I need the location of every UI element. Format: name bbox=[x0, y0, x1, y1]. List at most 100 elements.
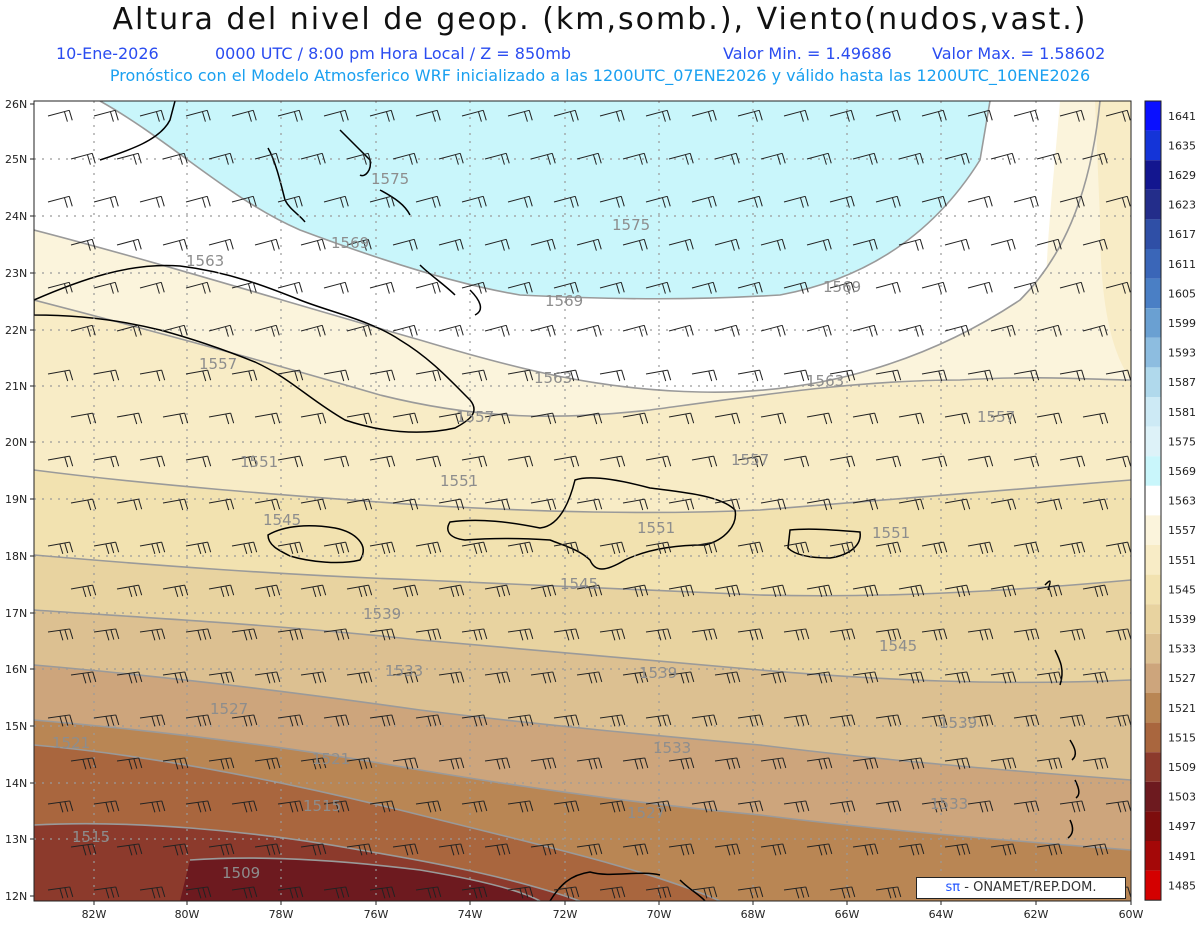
wind-barb bbox=[967, 628, 994, 641]
colorbar: 1641 1635 1629 1623 1617 1611 1605 1599 1593 1587… bbox=[1144, 100, 1196, 901]
colorbar-swatch bbox=[1145, 515, 1161, 545]
contour-label: 1551 bbox=[872, 524, 910, 542]
colorbar-label: 1485 bbox=[1168, 879, 1196, 892]
wind-barb bbox=[829, 281, 855, 294]
wind-barb bbox=[93, 800, 120, 813]
wind-barb bbox=[1036, 584, 1063, 598]
lon-label: 62W bbox=[1024, 908, 1049, 921]
wind-barb bbox=[70, 498, 97, 511]
wind-barb bbox=[645, 714, 672, 727]
wind-barb bbox=[737, 195, 763, 208]
wind-barb bbox=[484, 843, 511, 856]
wind-barb bbox=[783, 195, 809, 208]
wind-barb bbox=[323, 628, 350, 641]
wind-barb bbox=[300, 412, 327, 425]
wind-barb bbox=[806, 843, 833, 856]
wind-barb bbox=[415, 628, 442, 641]
colorbar-swatch bbox=[1145, 752, 1161, 782]
wind-barb bbox=[852, 671, 879, 684]
wind-barb bbox=[254, 757, 281, 770]
wind-barb bbox=[829, 714, 856, 727]
wind-barb bbox=[576, 498, 603, 511]
wind-barb bbox=[760, 757, 787, 770]
wind-barb bbox=[1013, 281, 1039, 294]
wind-barb bbox=[139, 195, 165, 208]
wind-barb bbox=[47, 195, 73, 208]
wind-barb bbox=[737, 369, 764, 382]
wind-barb bbox=[438, 671, 465, 684]
colorbar-swatch bbox=[1145, 545, 1161, 575]
colorbar-label: 1515 bbox=[1168, 731, 1196, 744]
wind-barb bbox=[645, 195, 671, 208]
wind-barb bbox=[944, 152, 970, 165]
wind-barb bbox=[162, 843, 189, 856]
colorbar-label: 1509 bbox=[1168, 761, 1196, 774]
wind-barb bbox=[369, 628, 396, 641]
lat-label: 18N bbox=[5, 550, 27, 563]
contour-label: 1563 bbox=[806, 372, 844, 390]
wind-barb bbox=[185, 800, 212, 813]
wind-barb bbox=[806, 584, 833, 598]
wind-barb bbox=[208, 498, 235, 511]
wind-barb bbox=[553, 195, 579, 208]
wind-barb bbox=[185, 714, 212, 727]
wind-barb bbox=[116, 671, 143, 684]
colorbar-label: 1503 bbox=[1168, 791, 1196, 804]
wind-barb bbox=[93, 109, 119, 122]
wind-barb bbox=[737, 281, 763, 294]
wind-barb bbox=[622, 498, 649, 511]
wind-barb bbox=[415, 109, 441, 122]
contour-lines bbox=[34, 101, 1131, 901]
wind-barb bbox=[691, 195, 717, 208]
spi-logo: sπ bbox=[945, 880, 961, 895]
lat-label: 17N bbox=[5, 607, 27, 620]
wind-barb bbox=[737, 886, 764, 899]
wind-barb bbox=[438, 324, 464, 337]
lon-label: 64W bbox=[929, 908, 954, 921]
colorbar-swatch bbox=[1145, 367, 1161, 397]
wind-barb bbox=[622, 843, 649, 856]
wind-barb bbox=[622, 152, 648, 165]
colorbar-label: 1605 bbox=[1168, 287, 1196, 300]
wind-barb bbox=[277, 628, 304, 641]
wind-barb bbox=[576, 152, 602, 165]
wind-barb bbox=[1105, 195, 1131, 208]
wind-barb bbox=[1059, 714, 1086, 727]
contour-label: 1527 bbox=[627, 804, 665, 822]
wind-barb bbox=[576, 843, 603, 856]
wind-barb bbox=[829, 455, 856, 468]
wind-barb bbox=[323, 455, 350, 468]
wind-barb bbox=[898, 757, 925, 770]
wind-barb bbox=[530, 843, 557, 856]
lon-label: 76W bbox=[364, 908, 389, 921]
wind-barb bbox=[1013, 109, 1039, 122]
colorbar-swatch bbox=[1145, 693, 1161, 723]
wind-barb bbox=[829, 195, 855, 208]
contour-label: 1557 bbox=[731, 451, 769, 469]
wind-barb bbox=[576, 324, 602, 337]
wind-barb bbox=[1059, 195, 1085, 208]
wind-barb bbox=[783, 800, 810, 813]
wind-barb bbox=[93, 195, 119, 208]
wind-barb bbox=[93, 628, 120, 641]
wind-barb bbox=[323, 109, 349, 122]
contour-label: 1575 bbox=[612, 216, 650, 234]
contour-label: 1521 bbox=[312, 750, 350, 768]
longitude-axis: 82W 80W 78W 76W 74W 72W 70W 68W 66W 64W 62W 60W bbox=[82, 901, 1144, 921]
wind-barb bbox=[1082, 671, 1109, 684]
wind-barb bbox=[70, 238, 96, 251]
wind-barb bbox=[47, 886, 74, 899]
wind-barb bbox=[783, 886, 810, 899]
wind-barb bbox=[484, 498, 511, 511]
wind-barb bbox=[254, 843, 281, 856]
wind-barb bbox=[415, 281, 441, 294]
contour-label: 1551 bbox=[240, 453, 278, 471]
wind-barb bbox=[346, 843, 373, 856]
wind-barb bbox=[484, 152, 510, 165]
wind-barb bbox=[392, 757, 419, 770]
wind-barb bbox=[714, 412, 741, 425]
wind-barb bbox=[852, 757, 879, 770]
wind-barb bbox=[714, 671, 741, 684]
wind-barb bbox=[990, 584, 1017, 598]
lon-label: 66W bbox=[835, 908, 860, 921]
